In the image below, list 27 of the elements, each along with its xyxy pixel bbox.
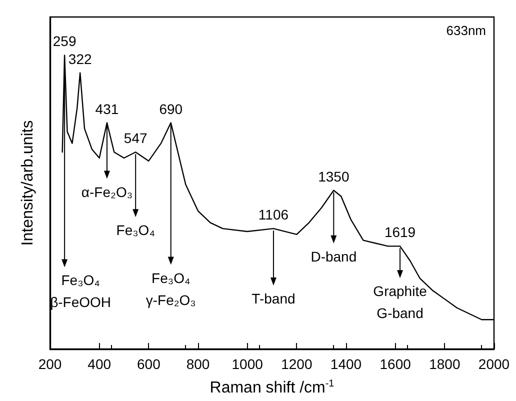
annotation: 431 xyxy=(95,100,119,117)
annotation: Fe₃O₄ β-FeOOH xyxy=(50,272,112,310)
annotation: 1106 xyxy=(258,206,289,223)
x-tick-label: 200 xyxy=(38,356,62,372)
x-tick-label: 1400 xyxy=(330,356,362,372)
x-tick-label: 1200 xyxy=(281,356,312,372)
annotation: D-band xyxy=(310,248,357,264)
text: 633nm xyxy=(446,23,486,38)
annotation: 690 xyxy=(159,100,183,117)
annotation: 322 xyxy=(68,50,92,67)
annotation: Fe₃O₄ xyxy=(116,222,156,238)
x-tick-label: 1000 xyxy=(232,356,264,372)
x-tick-label: 800 xyxy=(186,356,210,372)
annotation: 547 xyxy=(124,130,148,146)
annotation: 1619 xyxy=(384,224,416,240)
annotation: α-Fe₂O₃ xyxy=(81,184,133,200)
y-axis-title: Intensity/arb.units xyxy=(20,120,36,246)
x-tick-label: 1800 xyxy=(429,356,460,372)
x-tick-label: 600 xyxy=(136,356,161,372)
x-tick-label: 1600 xyxy=(380,356,412,372)
x-tick-label: 400 xyxy=(88,356,112,372)
annotation: 259 xyxy=(52,33,76,50)
annotation: Graphite G-band xyxy=(373,283,428,322)
annotation: Fe₃O₄ γ-Fe₂O₃ xyxy=(146,270,196,308)
annotation: T-band xyxy=(252,290,296,307)
annotation: 1350 xyxy=(318,168,350,184)
x-tick-label: 2000 xyxy=(478,356,510,372)
